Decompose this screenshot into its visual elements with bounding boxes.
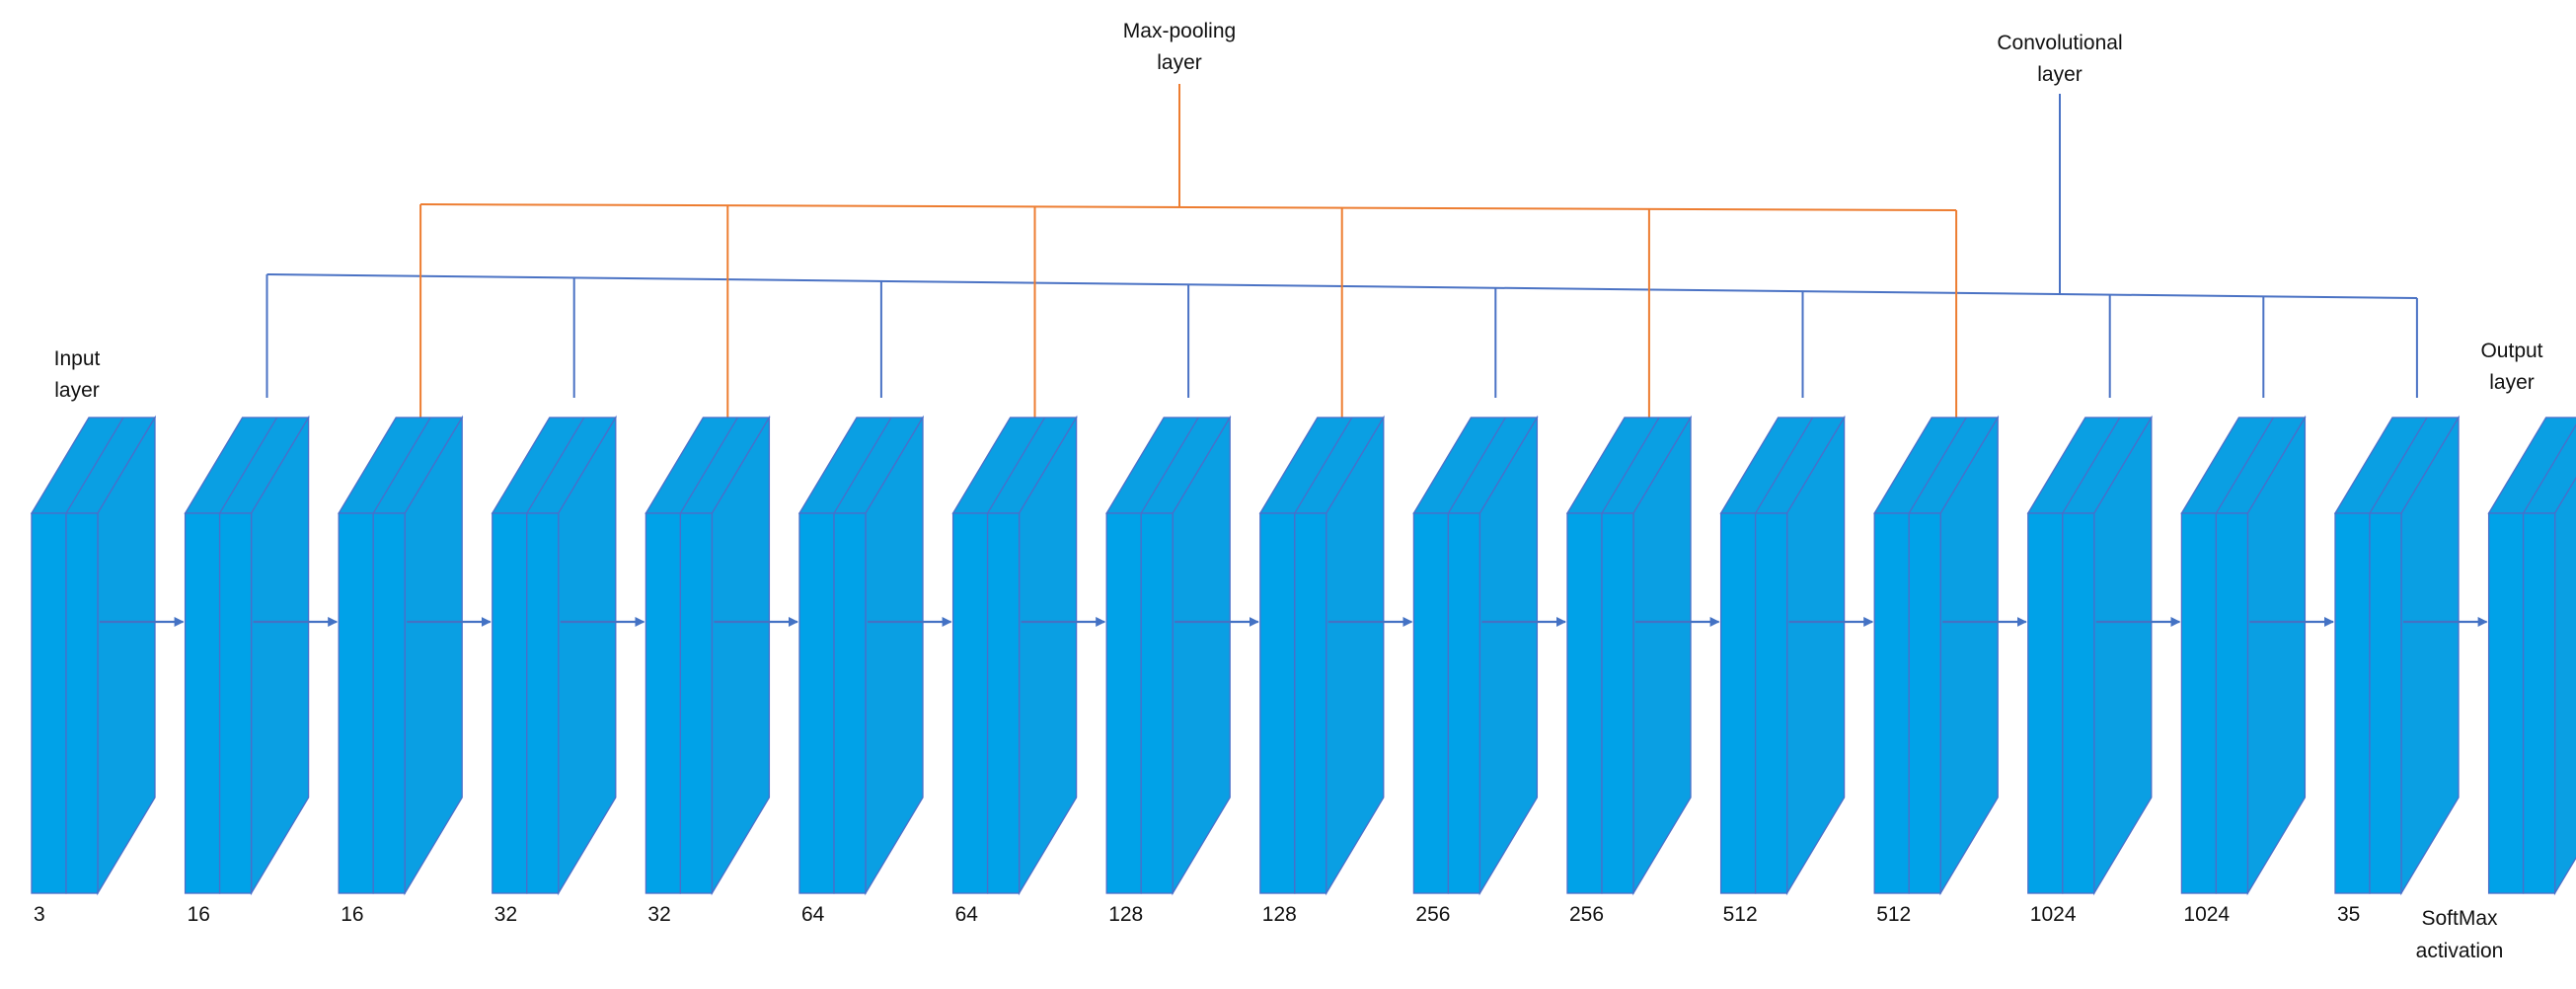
maxpool-bus-line xyxy=(420,203,1957,211)
layer-block-slab xyxy=(2522,512,2556,894)
layer-block-8 xyxy=(1105,415,1232,896)
layer-block-slab xyxy=(833,512,867,894)
layer-block-front-face xyxy=(1566,512,1603,894)
layer-block-3 xyxy=(338,415,464,896)
layer-block-slab xyxy=(2215,512,2249,894)
layer-blocks xyxy=(30,415,2576,896)
layer-block-front-face xyxy=(184,512,221,894)
layer-block-16 xyxy=(2333,415,2461,896)
layer-block-front-face xyxy=(2487,512,2525,894)
layer-block-slab xyxy=(1754,512,1788,894)
layer-block-edge xyxy=(2062,417,2121,514)
layer-block-edge xyxy=(987,417,1046,514)
input-label-line1: Input xyxy=(54,347,101,370)
layer-block-edge xyxy=(2523,423,2576,514)
maxpool-label-line2: layer xyxy=(1157,51,1202,74)
channel-label-10: 256 xyxy=(1415,903,1450,926)
conv-label-line2: layer xyxy=(2037,63,2083,86)
channel-label-15: 1024 xyxy=(2183,903,2230,926)
layer-block-front-face xyxy=(951,512,989,894)
channel-label-6: 64 xyxy=(801,903,825,926)
layer-block-edge xyxy=(1140,417,1199,514)
layer-block-slab xyxy=(1908,512,1941,894)
layer-block-edge xyxy=(1755,417,1814,514)
layer-block-front-face xyxy=(644,512,682,894)
layer-block-front-face xyxy=(2027,512,2064,894)
layer-block-front-face xyxy=(31,512,67,894)
channel-label-11: 256 xyxy=(1569,903,1604,926)
layer-block-front-face xyxy=(338,512,374,894)
channel-label-16: 35 xyxy=(2337,903,2360,926)
layer-block-edge xyxy=(2369,417,2428,514)
layer-block-13 xyxy=(1873,415,2000,896)
layer-block-5 xyxy=(644,415,771,896)
layer-block-front-face xyxy=(492,512,528,894)
layer-block-edge xyxy=(1294,417,1353,514)
maxpool-label-line1: Max-pooling xyxy=(1123,20,1236,42)
layer-block-14 xyxy=(2026,415,2153,896)
layer-block-slab xyxy=(2062,512,2095,894)
layer-block-edge xyxy=(833,417,892,514)
layer-block-slab xyxy=(986,512,1021,894)
layer-block-slab xyxy=(1601,512,1634,894)
layer-block-front-face xyxy=(1105,512,1142,894)
input-label-line2: layer xyxy=(54,379,100,402)
softmax-label-line1: SoftMax xyxy=(2421,907,2498,930)
layer-block-edge xyxy=(1908,417,1967,514)
layer-block-slab xyxy=(526,512,560,894)
layer-block-9 xyxy=(1258,415,1385,896)
layer-block-front-face xyxy=(2180,512,2218,894)
layer-block-slab xyxy=(218,512,253,894)
layer-block-edge xyxy=(219,417,278,514)
layer-block-7 xyxy=(951,415,1078,896)
layer-block-1 xyxy=(30,415,157,896)
softmax-label-line2: activation xyxy=(2416,940,2504,962)
layer-block-4 xyxy=(491,415,617,896)
layer-block-11 xyxy=(1565,415,1693,896)
layer-block-front-face xyxy=(1412,512,1450,894)
channel-label-7: 64 xyxy=(955,903,979,926)
channel-label-14: 1024 xyxy=(2030,903,2077,926)
layer-block-edge xyxy=(65,417,124,514)
channel-labels: 3 16 16 32 32 64 64 128 128 256 256 512 512 1024 1024 3… xyxy=(34,903,2360,926)
channel-label-8: 128 xyxy=(1108,903,1143,926)
layer-block-slab xyxy=(2369,512,2402,894)
conv-label-line1: Convolutional xyxy=(1997,32,2122,54)
layer-block-17 xyxy=(2487,417,2576,896)
layer-block-6 xyxy=(797,415,925,896)
layer-block-front-face xyxy=(1259,512,1296,894)
layer-block-edge xyxy=(1601,417,1660,514)
layer-block-slab xyxy=(65,512,99,894)
layer-block-edge xyxy=(1447,417,1506,514)
layer-block-slab xyxy=(1294,512,1327,894)
channel-label-5: 32 xyxy=(647,903,670,926)
channel-label-4: 32 xyxy=(494,903,517,926)
connector-lines xyxy=(265,84,2418,418)
layer-block-10 xyxy=(1412,415,1539,896)
layer-block-front-face xyxy=(798,512,835,894)
layer-block-2 xyxy=(184,415,310,896)
layer-block-edge xyxy=(2215,417,2274,514)
layer-block-slab xyxy=(679,512,714,894)
layer-block-edge xyxy=(679,417,738,514)
channel-label-1: 3 xyxy=(34,903,45,926)
layer-block-front-face xyxy=(2334,512,2371,894)
layer-block-slab xyxy=(372,512,406,894)
output-label-line2: layer xyxy=(2489,371,2535,394)
channel-label-3: 16 xyxy=(341,903,363,926)
layer-block-front-face xyxy=(1873,512,1910,894)
layer-block-edge xyxy=(526,417,585,514)
channel-label-2: 16 xyxy=(188,903,210,926)
layer-block-slab xyxy=(1140,512,1174,894)
layer-block-slab xyxy=(1447,512,1481,894)
layer-block-15 xyxy=(2180,415,2307,896)
layer-block-front-face xyxy=(1719,512,1757,894)
channel-label-12: 512 xyxy=(1723,903,1758,926)
channel-label-13: 512 xyxy=(1876,903,1911,926)
output-label-line1: Output xyxy=(2480,340,2542,362)
layer-block-12 xyxy=(1719,415,1846,896)
layer-block-edge xyxy=(372,417,431,514)
channel-label-9: 128 xyxy=(1262,903,1297,926)
